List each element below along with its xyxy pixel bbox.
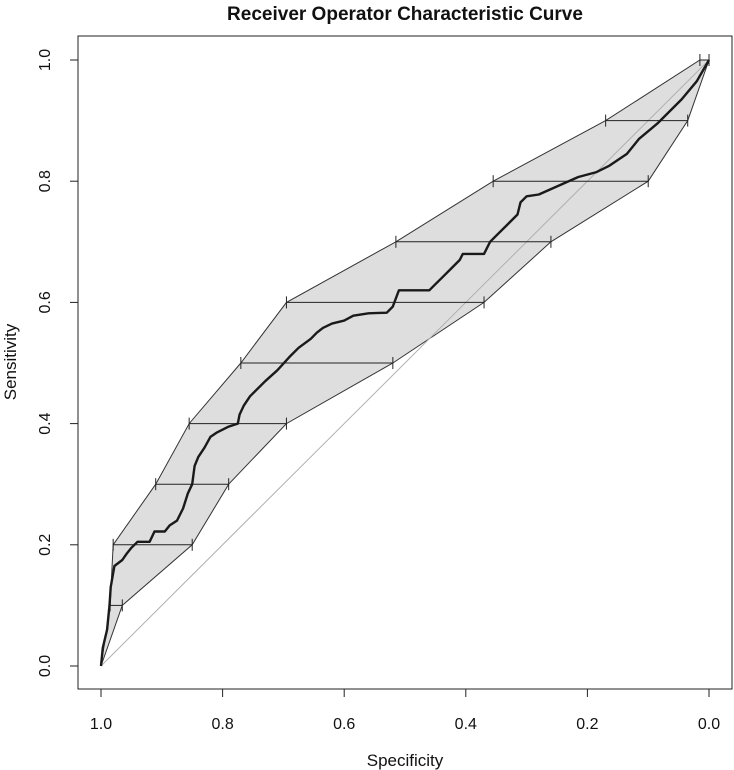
y-axis: 0.0 0.2 0.4 0.6 0.8 1.0 xyxy=(37,49,79,677)
roc-curve-line xyxy=(99,59,711,667)
y-tick-label: 0.6 xyxy=(37,291,54,313)
y-tick-label: 0.2 xyxy=(37,534,54,556)
x-axis-label: Specificity xyxy=(367,751,444,770)
error-bar xyxy=(395,235,552,248)
error-bar xyxy=(240,357,394,369)
y-tick-label: 1.0 xyxy=(37,49,54,71)
reference-diagonal xyxy=(100,59,710,667)
x-tick-label: 0.0 xyxy=(698,716,720,733)
x-axis: 1.0 0.8 0.6 0.4 0.2 0.0 xyxy=(90,688,720,733)
x-tick-label: 0.4 xyxy=(455,716,477,733)
y-tick-label: 0.4 xyxy=(37,412,54,434)
x-tick-label: 0.8 xyxy=(211,716,233,733)
error-bar xyxy=(285,296,485,309)
y-tick-label: 0.0 xyxy=(37,655,54,677)
y-axis-label: Sensitivity xyxy=(1,323,20,400)
y-tick-label: 0.8 xyxy=(37,170,54,192)
error-bar xyxy=(112,538,193,551)
x-tick-label: 0.2 xyxy=(576,716,598,733)
x-tick-label: 0.6 xyxy=(333,716,355,733)
chart-title: Receiver Operator Characteristic Curve xyxy=(227,4,583,25)
error-bar xyxy=(605,114,689,127)
plot-area xyxy=(99,54,711,667)
x-tick-label: 1.0 xyxy=(90,716,112,733)
